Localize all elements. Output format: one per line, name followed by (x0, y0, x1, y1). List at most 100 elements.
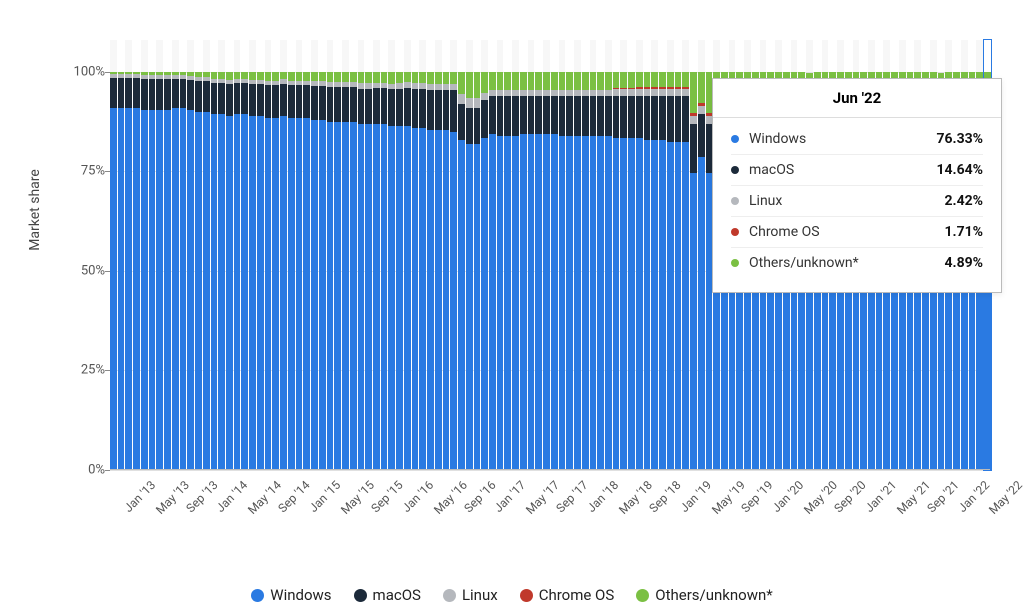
bar-column[interactable] (164, 40, 171, 470)
bar-segment-linux (698, 106, 705, 114)
bar-column[interactable] (288, 40, 295, 470)
bar-column[interactable] (133, 40, 140, 470)
bar-column[interactable] (574, 40, 581, 470)
bar-column[interactable] (675, 40, 682, 470)
bar-column[interactable] (195, 40, 202, 470)
bar-column[interactable] (690, 40, 697, 470)
bar-column[interactable] (528, 40, 535, 470)
bar-column[interactable] (682, 40, 689, 470)
bar-column[interactable] (481, 40, 488, 470)
bar-column[interactable] (211, 40, 218, 470)
bar-column[interactable] (350, 40, 357, 470)
bar-column[interactable] (535, 40, 542, 470)
bar-column[interactable] (218, 40, 225, 470)
bar-column[interactable] (373, 40, 380, 470)
bar-column[interactable] (265, 40, 272, 470)
bar-column[interactable] (644, 40, 651, 470)
bar-column[interactable] (226, 40, 233, 470)
bar-column[interactable] (334, 40, 341, 470)
bar-column[interactable] (620, 40, 627, 470)
bar-column[interactable] (241, 40, 248, 470)
bar-column[interactable] (327, 40, 334, 470)
bar-column[interactable] (156, 40, 163, 470)
bar-column[interactable] (396, 40, 403, 470)
bar-column[interactable] (412, 40, 419, 470)
legend-item[interactable]: Linux (443, 586, 498, 604)
bar-column[interactable] (303, 40, 310, 470)
bar-column[interactable] (141, 40, 148, 470)
bar-column[interactable] (698, 40, 705, 470)
bar-segment-linux (667, 89, 674, 96)
bar-segment-windows (590, 136, 597, 470)
bar-column[interactable] (187, 40, 194, 470)
bar-column[interactable] (125, 40, 132, 470)
bar-column[interactable] (118, 40, 125, 470)
bar-column[interactable] (110, 40, 117, 470)
tooltip-row: Others/unknown*4.89% (731, 248, 983, 278)
bar-column[interactable] (613, 40, 620, 470)
bar-column[interactable] (443, 40, 450, 470)
bar-column[interactable] (520, 40, 527, 470)
bar-column[interactable] (296, 40, 303, 470)
bar-column[interactable] (458, 40, 465, 470)
bar-column[interactable] (551, 40, 558, 470)
bar-column[interactable] (404, 40, 411, 470)
bar-segment-others (435, 72, 442, 84)
bar-column[interactable] (180, 40, 187, 470)
bar-column[interactable] (358, 40, 365, 470)
bar-column[interactable] (311, 40, 318, 470)
legend-swatch (520, 589, 533, 602)
bar-segment-others (605, 72, 612, 90)
bar-column[interactable] (667, 40, 674, 470)
bar-column[interactable] (272, 40, 279, 470)
bar-column[interactable] (203, 40, 210, 470)
bar-column[interactable] (582, 40, 589, 470)
bar-column[interactable] (381, 40, 388, 470)
bar-column[interactable] (172, 40, 179, 470)
bar-column[interactable] (543, 40, 550, 470)
x-tick-label: May '17 (523, 478, 562, 517)
bar-column[interactable] (257, 40, 264, 470)
bar-column[interactable] (636, 40, 643, 470)
bar-column[interactable] (319, 40, 326, 470)
bar-column[interactable] (365, 40, 372, 470)
bar-column[interactable] (419, 40, 426, 470)
bar-column[interactable] (566, 40, 573, 470)
bar-column[interactable] (427, 40, 434, 470)
bar-column[interactable] (659, 40, 666, 470)
bar-segment-windows (195, 112, 202, 470)
legend-item[interactable]: Others/unknown* (636, 586, 772, 604)
bar-segment-windows (419, 128, 426, 470)
tooltip-row: macOS14.64% (731, 155, 983, 186)
tooltip: Jun '22 Windows76.33%macOS14.64%Linux2.4… (712, 78, 1002, 293)
bar-segment-windows (156, 110, 163, 470)
bar-column[interactable] (149, 40, 156, 470)
legend-swatch (636, 589, 649, 602)
bar-column[interactable] (466, 40, 473, 470)
bar-column[interactable] (497, 40, 504, 470)
bar-column[interactable] (597, 40, 604, 470)
bar-column[interactable] (512, 40, 519, 470)
bar-column[interactable] (628, 40, 635, 470)
bar-column[interactable] (474, 40, 481, 470)
bar-column[interactable] (559, 40, 566, 470)
bar-segment-windows (265, 118, 272, 470)
bar-column[interactable] (388, 40, 395, 470)
tooltip-series-value: 1.71% (944, 224, 983, 240)
bar-column[interactable] (489, 40, 496, 470)
legend-item[interactable]: Windows (251, 586, 331, 604)
bar-column[interactable] (605, 40, 612, 470)
bar-column[interactable] (249, 40, 256, 470)
bar-segment-macos (404, 88, 411, 126)
bar-segment-macos (218, 83, 225, 114)
legend-item[interactable]: Chrome OS (520, 586, 615, 604)
bar-column[interactable] (651, 40, 658, 470)
bar-column[interactable] (504, 40, 511, 470)
bar-column[interactable] (590, 40, 597, 470)
bar-column[interactable] (234, 40, 241, 470)
bar-column[interactable] (450, 40, 457, 470)
bar-column[interactable] (342, 40, 349, 470)
legend-item[interactable]: macOS (354, 586, 421, 604)
bar-column[interactable] (280, 40, 287, 470)
bar-column[interactable] (435, 40, 442, 470)
